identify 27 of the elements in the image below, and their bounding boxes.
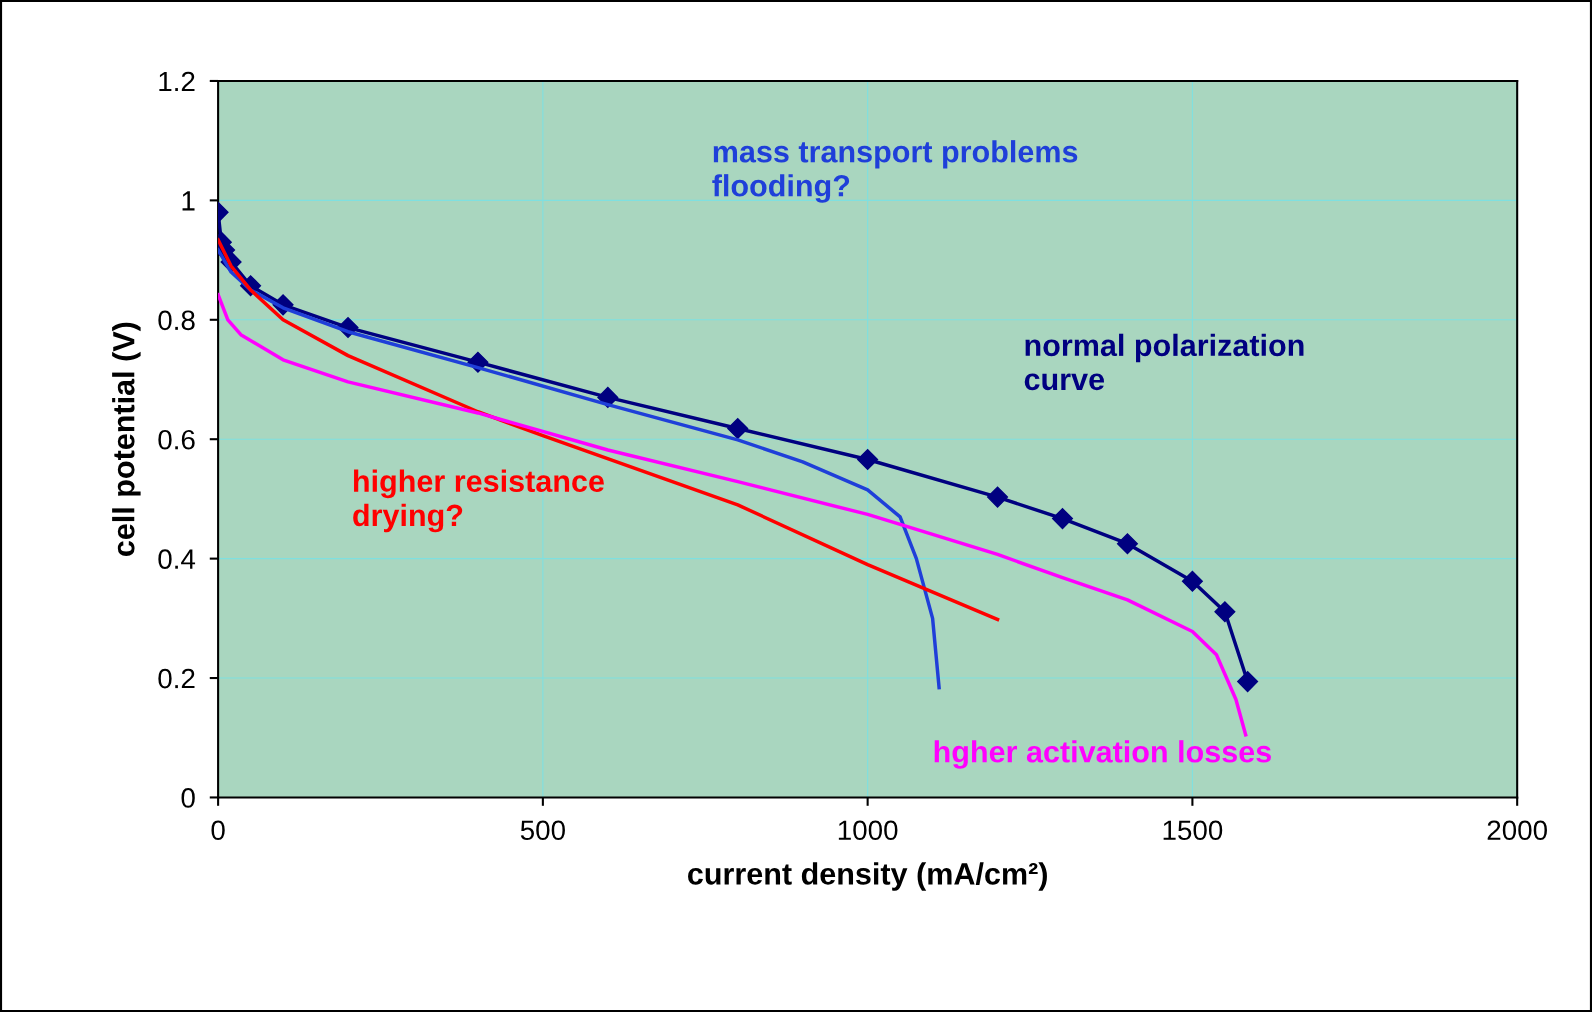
point (1214, 601, 1236, 623)
x-axis-title: current density (mA/cm²) (688, 862, 1047, 891)
x-tick-label: 500 (520, 820, 565, 841)
y-tick-label: 0 (181, 788, 195, 808)
y-tick-label: 0.8 (158, 310, 195, 331)
point (1051, 508, 1074, 530)
text: normal polarization curve (1024, 333, 1304, 391)
y-tick-label: 1.2 (159, 71, 195, 92)
x-tick-label: 2000 (1487, 820, 1547, 841)
y-tick-label: 0.4 (158, 549, 196, 569)
point (1116, 533, 1138, 555)
point (857, 448, 879, 471)
series-label: higher resistance drying? (353, 469, 604, 533)
text: mass transport problems flooding? (712, 140, 1078, 203)
x-tick-label: 1500 (1163, 820, 1223, 841)
y-tick-label: 0.6 (158, 429, 195, 450)
point (727, 417, 749, 439)
point (987, 486, 1009, 508)
series-label: hgher activation losses (934, 740, 1271, 769)
y-tick-label: 1 (182, 191, 195, 211)
point (1181, 570, 1203, 592)
x-tick-label: 1000 (838, 820, 898, 841)
point (597, 386, 619, 408)
y-tick-label: 0.2 (158, 668, 195, 689)
point (1237, 671, 1259, 693)
x-tick-label: 0 (211, 820, 225, 841)
y-axis-title: cell potential (V) (112, 322, 141, 556)
